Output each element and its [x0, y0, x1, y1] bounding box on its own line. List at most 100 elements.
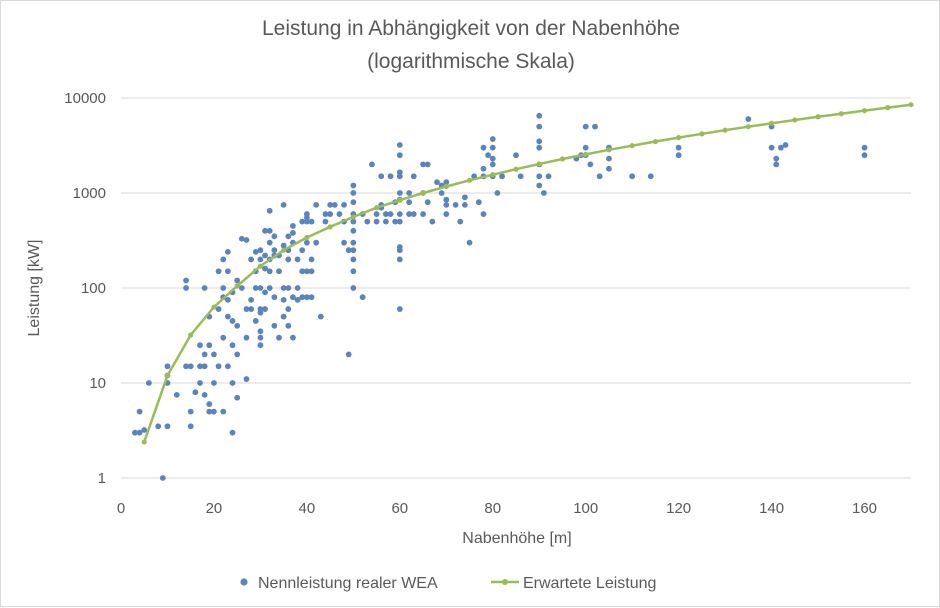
scatter-point	[350, 247, 357, 254]
scatter-point	[773, 155, 780, 162]
scatter-point	[290, 230, 296, 236]
scatter-point	[197, 363, 203, 370]
scatter-point	[262, 289, 268, 296]
scatter-point	[317, 313, 324, 320]
scatter-point	[238, 235, 245, 242]
line-point	[513, 166, 519, 172]
scatter-point	[350, 190, 357, 196]
scatter-point	[164, 423, 171, 430]
scatter-point	[173, 391, 180, 398]
scatter-point	[396, 152, 403, 159]
scatter-point	[303, 218, 310, 225]
scatter-point	[396, 211, 403, 217]
scatter-point	[313, 239, 320, 246]
scatter-point	[285, 322, 292, 329]
y-tick-label: 1	[98, 470, 106, 487]
scatter-point	[215, 363, 222, 370]
scatter-point	[582, 123, 589, 130]
y-tick-label: 10	[89, 375, 106, 392]
scatter-point	[350, 256, 357, 263]
scatter-point	[443, 211, 450, 217]
scatter-point	[271, 247, 278, 254]
scatter-point	[206, 342, 213, 349]
scatter-point	[257, 342, 264, 349]
line-point	[420, 190, 426, 196]
scatter-point	[262, 306, 268, 312]
legend: Nennleistung realer WEA Erwartete Leistu…	[240, 575, 656, 592]
scatter-point	[308, 218, 315, 225]
scatter-point	[443, 179, 450, 186]
scatter-point	[406, 190, 413, 196]
scatter-point	[290, 334, 296, 341]
scatter-point	[271, 294, 278, 301]
scatter-point	[234, 277, 241, 284]
line-point	[211, 304, 217, 310]
scatter-point	[410, 211, 417, 217]
scatter-point	[424, 161, 431, 168]
scatter-point	[313, 201, 320, 208]
scatter-point	[262, 227, 268, 234]
scatter-point	[777, 144, 784, 151]
scatter-point	[234, 351, 241, 358]
scatter-point	[215, 268, 222, 275]
scatter-point	[420, 211, 426, 217]
scatter-point	[303, 294, 310, 301]
scatter-point	[280, 313, 287, 320]
scatter-point	[341, 201, 347, 208]
scatter-point	[299, 268, 306, 275]
line-point	[443, 183, 449, 190]
scatter-point	[675, 144, 682, 151]
scatter-point	[350, 227, 357, 234]
scatter-point	[438, 190, 445, 196]
scatter-point	[536, 138, 543, 145]
line-series-expected	[141, 102, 914, 445]
scatter-point	[489, 136, 496, 142]
scatter-point	[187, 423, 194, 430]
scatter-point	[480, 144, 487, 151]
x-tick-label: 140	[759, 500, 784, 517]
scatter-point	[489, 144, 496, 151]
scatter-point	[136, 429, 143, 436]
scatter-point	[285, 285, 292, 291]
scatter-point	[303, 239, 310, 246]
scatter-point	[350, 285, 357, 291]
scatter-point	[248, 306, 255, 312]
scatter-point	[285, 233, 292, 240]
line-point	[559, 156, 566, 162]
scatter-point	[647, 173, 654, 180]
scatter-point	[187, 408, 194, 415]
scatter-point	[773, 161, 780, 168]
scatter-point	[396, 306, 403, 312]
scatter-point	[290, 223, 296, 229]
scatter-point	[364, 218, 371, 225]
scatter-point	[396, 247, 403, 254]
y-tick-label: 100	[81, 280, 106, 297]
scatter-point	[457, 218, 464, 225]
scatter-point	[350, 182, 357, 189]
legend-label-scatter: Nennleistung realer WEA	[258, 575, 438, 592]
scatter-point	[536, 182, 543, 189]
scatter-series-real-wea	[132, 112, 868, 481]
scatter-point	[229, 342, 236, 349]
scatter-point	[285, 306, 292, 312]
scatter-point	[257, 328, 264, 335]
line-point	[327, 224, 333, 230]
scatter-point	[536, 173, 543, 180]
scatter-point	[350, 268, 357, 275]
scatter-point	[266, 239, 273, 246]
scatter-point	[861, 152, 868, 159]
scatter-point	[434, 179, 440, 186]
line-point	[768, 120, 775, 126]
scatter-point	[308, 256, 315, 263]
scatter-point	[229, 380, 236, 386]
scatter-point	[224, 268, 231, 275]
scatter-point	[229, 318, 236, 324]
scatter-point	[350, 199, 357, 206]
scatter-point	[452, 201, 459, 208]
scatter-point	[308, 294, 315, 301]
line-point	[188, 332, 194, 338]
scatter-point	[271, 322, 278, 329]
scatter-point	[266, 268, 273, 275]
scatter-point	[290, 294, 296, 301]
